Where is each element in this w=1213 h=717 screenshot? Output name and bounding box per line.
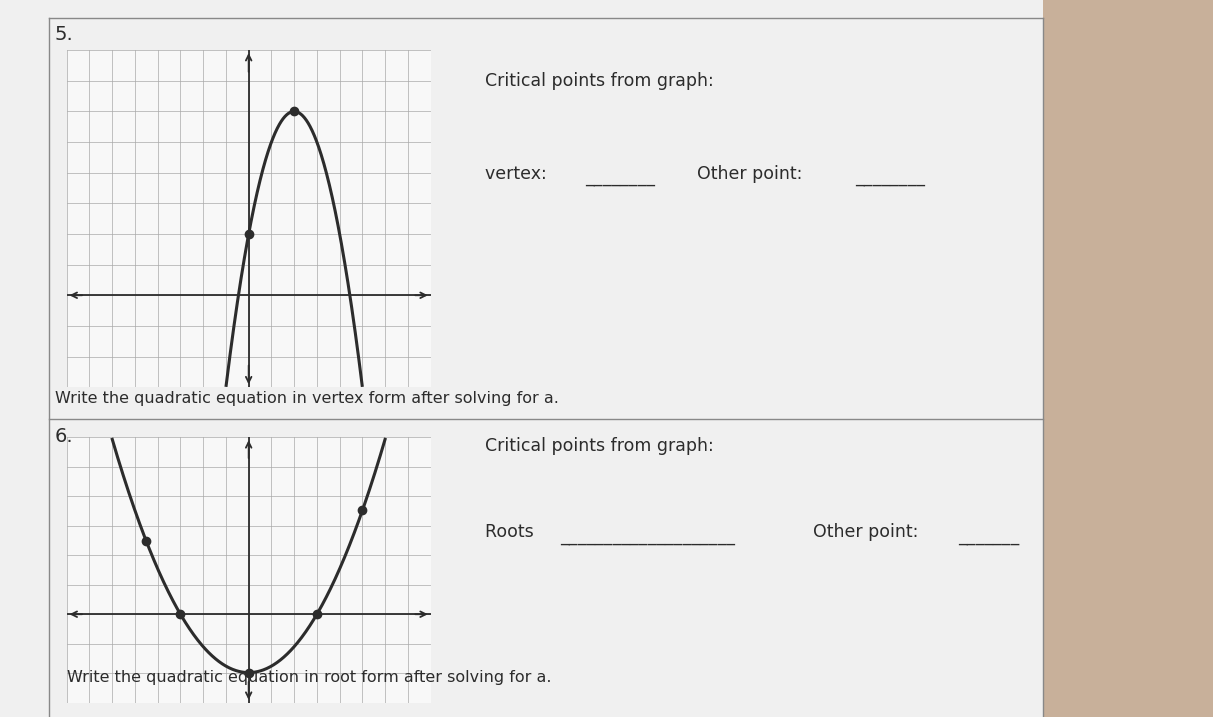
Text: 6.: 6. (55, 427, 73, 445)
Text: vertex:: vertex: (485, 165, 552, 183)
Text: 5.: 5. (55, 25, 73, 44)
Text: Critical points from graph:: Critical points from graph: (485, 437, 714, 455)
Text: Other point:: Other point: (697, 165, 808, 183)
Text: ________: ________ (855, 168, 926, 186)
Text: ____________________: ____________________ (560, 527, 735, 545)
Text: Write the quadratic equation in vertex form after solving for a.: Write the quadratic equation in vertex f… (55, 391, 558, 406)
Text: Critical points from graph:: Critical points from graph: (485, 72, 714, 90)
Text: Other point:: Other point: (813, 523, 923, 541)
Text: _______: _______ (958, 527, 1019, 545)
Text: Write the quadratic equation in root form after solving for a.: Write the quadratic equation in root for… (67, 670, 551, 685)
Text: ________: ________ (585, 168, 655, 186)
Text: Roots: Roots (485, 523, 540, 541)
